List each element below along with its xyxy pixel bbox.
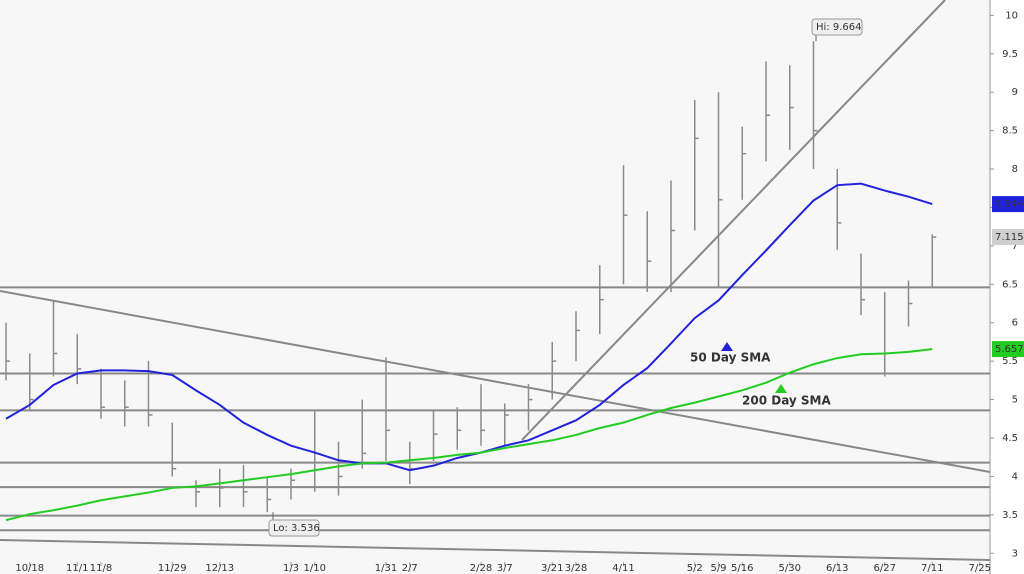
value-box: [992, 341, 1024, 358]
x-tick-label: 1/31: [375, 563, 397, 574]
callout-label: Lo: 3.536: [273, 523, 320, 534]
callout-box: [811, 18, 863, 36]
value-label: 7.544: [995, 199, 1024, 210]
trend-line: [0, 290, 991, 473]
x-tick-label: 1/3: [283, 563, 299, 574]
marker: [775, 384, 787, 393]
x-tick-label: 3/28: [565, 563, 587, 574]
trend-line: [0, 539, 991, 561]
y-tick-label: 3: [1012, 548, 1018, 559]
x-tick-label: 2/28: [470, 563, 492, 574]
x-tick-label: 7/25: [969, 563, 991, 574]
sma-label: 50 Day SMA: [690, 351, 771, 365]
y-tick-label: 7: [1012, 241, 1018, 252]
sma-line: [5, 348, 933, 522]
sma-line: [5, 182, 933, 472]
x-tick-label: 7/11: [921, 563, 943, 574]
x-tick-label: 5/2: [687, 563, 703, 574]
y-tick-label: 5: [1012, 395, 1018, 406]
y-tick-label: 8: [1012, 164, 1018, 175]
y-tick-label: 6.5: [1002, 279, 1018, 290]
callout-box: [268, 519, 320, 537]
y-tick-label: 3.5: [1002, 510, 1018, 521]
x-tick-label: 3/21: [541, 563, 563, 574]
x-tick-label: 10/18: [15, 563, 44, 574]
value-box: [992, 196, 1024, 213]
value-box: [992, 229, 1024, 246]
x-tick-label: 11/29: [158, 563, 187, 574]
trend-line: [521, 0, 946, 441]
y-tick-label: 9: [1012, 87, 1018, 98]
x-tick-label: 11/1: [66, 563, 88, 574]
y-tick-label: 5.5: [1002, 356, 1018, 367]
x-tick-label: 6/13: [826, 563, 848, 574]
y-tick-label: 8.5: [1002, 126, 1018, 137]
value-label: 7.115: [995, 232, 1024, 243]
y-tick-label: 4: [1012, 471, 1018, 482]
x-tick-label: 5/16: [731, 563, 753, 574]
x-tick-label: 1/10: [304, 563, 326, 574]
y-tick-label: 4.5: [1002, 433, 1018, 444]
y-tick-label: 9.5: [1002, 49, 1018, 60]
callout-label: Hi: 9.664: [816, 22, 861, 33]
value-label: 5.657: [995, 344, 1024, 355]
x-tick-label: 2/7: [402, 563, 418, 574]
marker: [721, 342, 733, 351]
y-tick-label: 10: [1005, 10, 1018, 21]
x-tick-label: 6/27: [874, 563, 896, 574]
y-tick-label: 6: [1012, 318, 1018, 329]
x-tick-label: 12/13: [205, 563, 234, 574]
x-tick-label: 11/8: [90, 563, 112, 574]
x-tick-label: 5/9: [710, 563, 726, 574]
sma-label: 200 Day SMA: [742, 394, 832, 408]
x-tick-label: 5/30: [779, 563, 801, 574]
x-tick-label: 4/11: [612, 563, 634, 574]
x-tick-label: 3/7: [497, 563, 513, 574]
